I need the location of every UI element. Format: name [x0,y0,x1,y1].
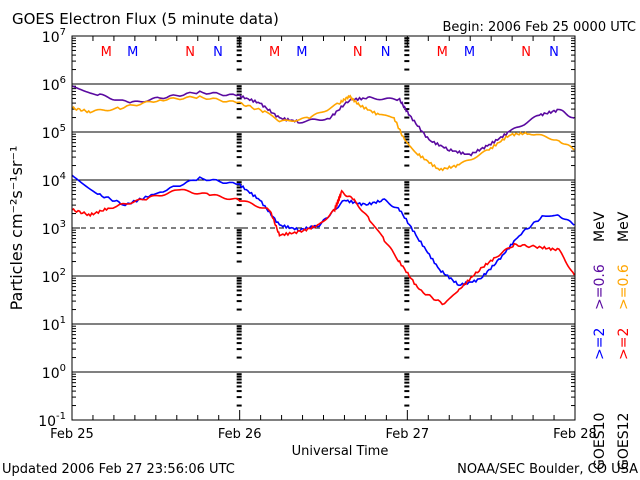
series-line [71,85,575,157]
marker-n: N [213,45,223,60]
legend-goes10-e2: >=2 [592,328,608,360]
x-tick-label: Feb 25 [50,427,94,442]
marker-m: M [127,45,138,60]
plot-frame [71,35,576,421]
y-tick-label: 106 [42,75,66,94]
chart-title: GOES Electron Flux (5 minute data) [12,10,279,28]
y-tick-label: 104 [42,171,66,190]
series-line [71,94,575,172]
legend-goes12-unit: MeV [616,211,632,242]
y-axis-label: Particles cm⁻²s⁻¹sr⁻¹ [7,146,26,311]
marker-n: N [521,45,531,60]
y-tick-label: 107 [42,27,66,46]
marker-n: N [353,45,363,60]
marker-n: N [381,45,391,60]
legend-goes12-e2: >=2 [616,328,632,360]
marker-n: N [549,45,559,60]
x-tick-label: Feb 26 [218,427,262,442]
marker-n: N [185,45,195,60]
marker-m: M [296,45,307,60]
legend-goes10-e06: >=0.6 [592,264,608,310]
source-label: NOAA/SEC Boulder, CO USA [457,462,638,477]
legend-goes12-sat: GOES12 [616,413,632,470]
x-tick-label: Feb 28 [553,427,597,442]
y-tick-label: 101 [42,315,66,334]
marker-m: M [437,45,448,60]
x-tick-label: Feb 27 [385,427,429,442]
y-tick-labels: 107 106 105 104 103 102 101 100 10-1 [38,27,66,430]
y-tick-label: 105 [42,123,66,142]
updated-timestamp: Updated 2006 Feb 27 23:56:06 UTC [2,462,235,477]
axis-ticks [71,36,576,421]
series-line [71,188,576,306]
x-axis-label: Universal Time [292,444,389,459]
series-line [71,174,575,287]
y-tick-label: 10-1 [38,411,66,430]
legend-goes12-e06: >=0.6 [616,264,632,310]
y-tick-label: 103 [42,219,66,238]
begin-label: Begin: 2006 Feb 25 0000 UTC [442,20,636,35]
marker-m: M [464,45,475,60]
marker-m: M [101,45,112,60]
grid-lines [72,83,575,373]
legend-goes12: GOES12 >=2 >=0.6 MeV [616,211,632,470]
series-lines [71,85,576,306]
legend-goes10: GOES10 >=2 >=0.6 MeV [592,211,608,470]
legend-goes10-unit: MeV [592,211,608,242]
marker-m: M [269,45,280,60]
legend-goes10-sat: GOES10 [592,413,608,470]
y-tick-label: 100 [42,363,66,382]
y-tick-label: 102 [42,267,66,286]
x-tick-labels: Feb 25 Feb 26 Feb 27 Feb 28 [50,427,597,442]
